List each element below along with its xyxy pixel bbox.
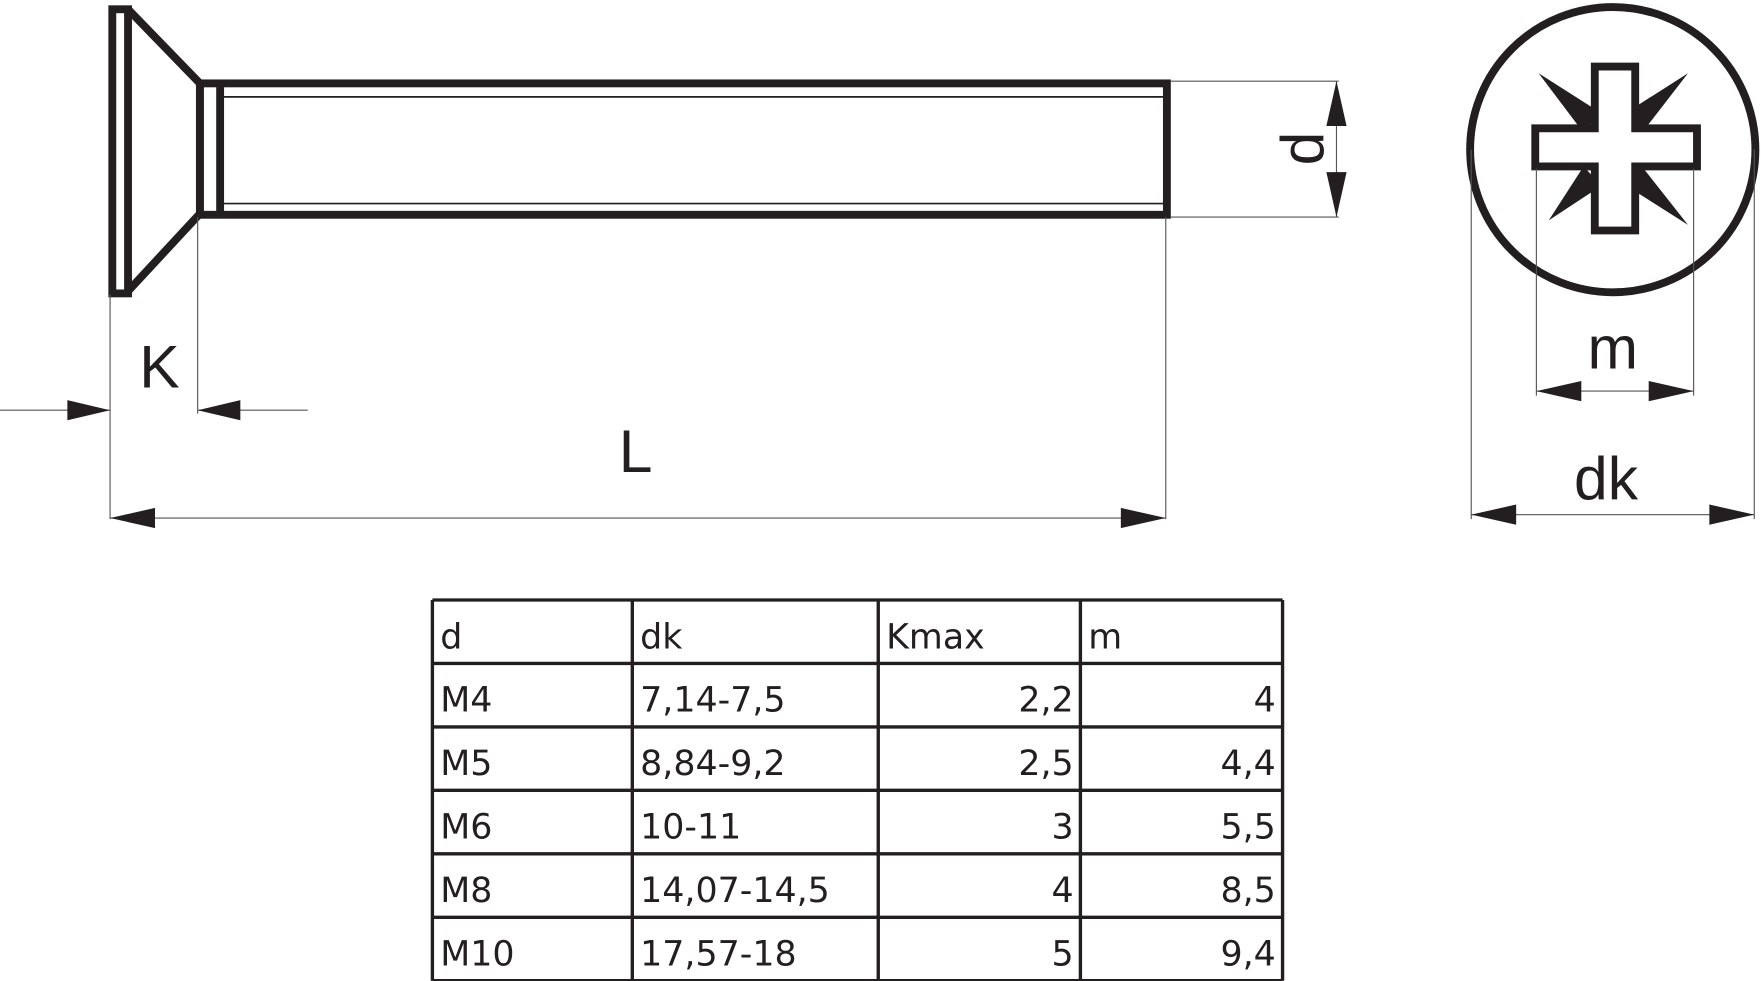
dimension-dk: dk — [1470, 149, 1755, 525]
dimension-L: L — [110, 217, 1167, 529]
table-cell: 4 — [1052, 871, 1074, 911]
dimension-d: d — [1170, 80, 1347, 218]
table-cell: 8,84-9,2 — [640, 744, 785, 784]
pozi-spike — [1626, 166, 1688, 225]
table-cell: 8,5 — [1220, 871, 1275, 911]
screw-side-view — [108, 5, 1171, 298]
label-d: d — [1268, 132, 1336, 166]
table-cell: 4,4 — [1220, 744, 1275, 784]
table-cell: 14,07-14,5 — [640, 871, 830, 911]
table-cell: M4 — [440, 681, 492, 721]
dimension-K: K — [0, 217, 308, 520]
table-cell: M6 — [440, 808, 492, 848]
screw-head-cone — [125, 6, 204, 294]
table-cell: 10-11 — [640, 808, 741, 848]
table-cell: 4 — [1254, 681, 1276, 721]
table-cell: 2,2 — [1018, 681, 1073, 721]
pozidriv-cross-icon — [1531, 62, 1701, 235]
screw-top-view — [1466, 3, 1760, 297]
arrow-left-icon — [197, 400, 241, 421]
arrow-right-icon — [67, 400, 111, 421]
pozi-spike — [1626, 73, 1688, 133]
table-cell: 9,4 — [1220, 935, 1275, 975]
arrow-right-icon — [1648, 380, 1694, 402]
label-dk: dk — [1574, 444, 1639, 512]
arrow-left-icon — [110, 507, 155, 529]
table-cell: 17,57-18 — [640, 935, 796, 975]
dimension-m: m — [1535, 168, 1695, 402]
screw-head-face — [108, 5, 132, 298]
pozi-spike — [1538, 73, 1601, 133]
label-K: K — [139, 333, 179, 401]
arrow-left-icon — [1471, 504, 1517, 525]
screw-head-circle — [1466, 3, 1760, 297]
table-cell: 5 — [1052, 935, 1074, 975]
arrow-right-icon — [1709, 504, 1755, 525]
table-cell: M8 — [440, 871, 492, 911]
label-m: m — [1587, 314, 1638, 382]
table-cell: M10 — [440, 935, 514, 975]
dimension-table: d dk Kmax m M4 7,14-7,5 2,2 4 M5 8,84-9,2 2,5 4,4 M6… — [430, 598, 1285, 981]
label-L: L — [619, 417, 653, 485]
table-header-cell: m — [1088, 617, 1122, 657]
arrow-right-icon — [1120, 507, 1166, 529]
screw-shank — [195, 79, 1171, 219]
table-cell: 3 — [1052, 808, 1074, 848]
arrow-left-icon — [1536, 380, 1582, 402]
table-cell: M5 — [440, 744, 492, 784]
table-header-cell: Kmax — [886, 617, 985, 657]
table-cell: 5,5 — [1220, 808, 1275, 848]
arrow-up-icon — [1326, 81, 1347, 127]
table-cell: 2,5 — [1018, 744, 1073, 784]
table-header-cell: dk — [640, 617, 683, 657]
arrow-down-icon — [1326, 172, 1347, 218]
table-header-cell: d — [440, 617, 462, 657]
pozi-spike — [1548, 166, 1602, 221]
table-cell: 7,14-7,5 — [640, 681, 785, 721]
